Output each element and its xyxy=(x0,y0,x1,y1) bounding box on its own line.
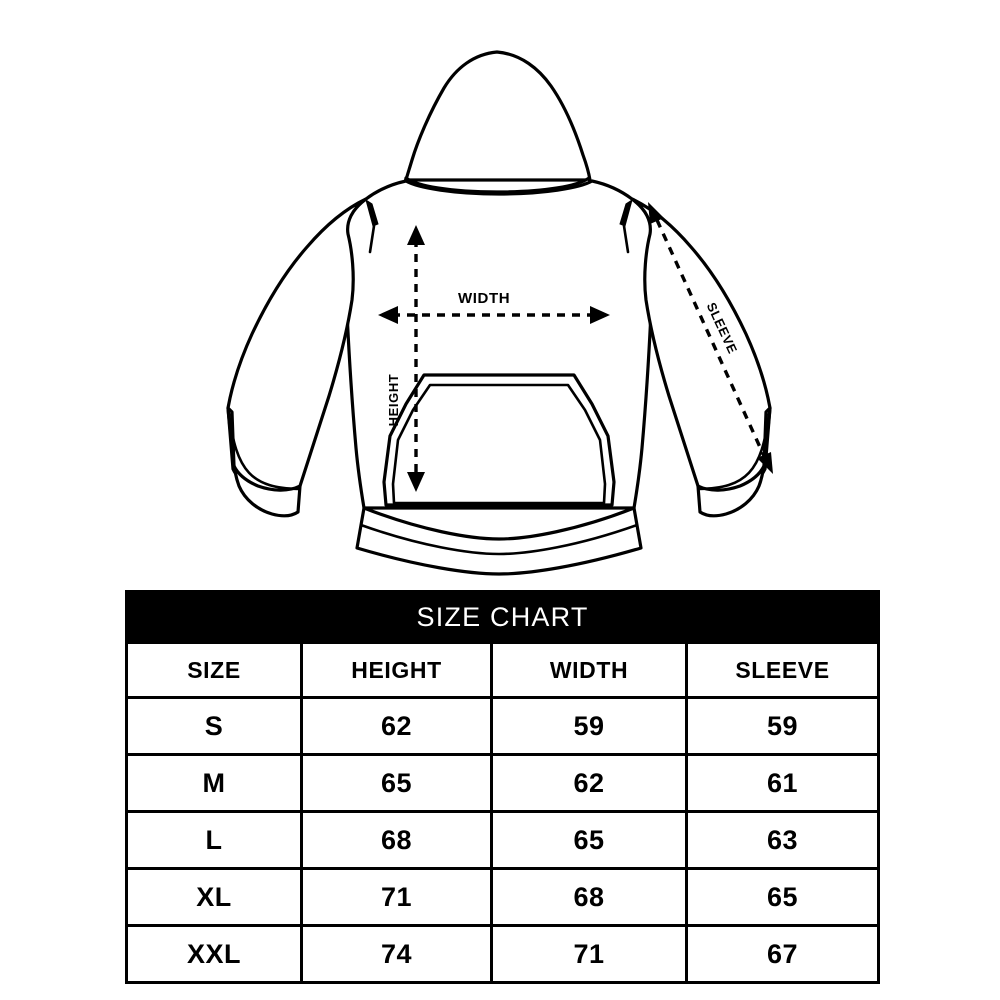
size-chart-header-row: SIZE HEIGHT WIDTH SLEEVE xyxy=(125,641,881,699)
table-row: XL 71 68 65 xyxy=(125,867,881,927)
cell-height: 62 xyxy=(300,696,493,756)
shoulder-seam-right xyxy=(619,198,633,227)
cell-size: XL xyxy=(125,867,303,927)
bottom-hem-band xyxy=(355,506,643,576)
table-row: M 65 62 61 xyxy=(125,753,881,813)
cell-width: 71 xyxy=(490,924,688,984)
column-header-width: WIDTH xyxy=(490,641,688,699)
size-chart-container: SIZE CHART SIZE HEIGHT WIDTH SLEEVE S 62… xyxy=(124,590,881,984)
hood-outer-shape xyxy=(404,50,592,182)
cell-width: 68 xyxy=(490,867,688,927)
pocket-outer xyxy=(382,373,616,507)
size-chart-title: SIZE CHART xyxy=(124,590,881,644)
hem-group xyxy=(355,506,643,576)
cell-sleeve: 61 xyxy=(684,753,881,813)
sleeve-arrow-bottom xyxy=(757,452,773,474)
cell-width: 59 xyxy=(490,696,688,756)
cuff-left xyxy=(226,406,302,518)
hoodie-illustration: WIDTH HEIGHT SLEEVE xyxy=(226,50,773,576)
cell-height: 74 xyxy=(300,924,493,984)
cell-width: 65 xyxy=(490,810,688,870)
shoulder-seam-left xyxy=(365,198,379,227)
measurement-height: HEIGHT xyxy=(386,225,425,492)
height-label: HEIGHT xyxy=(386,374,401,427)
shoulder-crease-right xyxy=(622,224,630,254)
cell-size: XXL xyxy=(125,924,303,984)
sleeve-arrow-top xyxy=(648,202,664,224)
width-label: WIDTH xyxy=(458,290,510,307)
cell-height: 65 xyxy=(300,753,493,813)
size-chart-table: SIZE CHART SIZE HEIGHT WIDTH SLEEVE S 62… xyxy=(124,590,881,984)
column-header-height: HEIGHT xyxy=(300,641,493,699)
cuff-right-seam xyxy=(697,411,771,491)
column-header-sleeve: SLEEVE xyxy=(684,641,881,699)
width-arrow-left xyxy=(378,306,398,324)
table-row: XXL 74 71 67 xyxy=(125,924,881,984)
column-header-size: SIZE xyxy=(125,641,303,699)
pocket-inner-stitch xyxy=(391,383,607,505)
cell-size: M xyxy=(125,753,303,813)
cell-height: 68 xyxy=(300,810,493,870)
cell-sleeve: 65 xyxy=(684,867,881,927)
height-arrow-top xyxy=(407,225,425,245)
cell-sleeve: 67 xyxy=(684,924,881,984)
height-arrow-bottom xyxy=(407,472,425,492)
cell-size: L xyxy=(125,810,303,870)
measurement-width: WIDTH xyxy=(378,290,610,324)
table-row: L 68 65 63 xyxy=(125,810,881,870)
sleeve-group xyxy=(226,197,772,518)
cell-size: S xyxy=(125,696,303,756)
sleeve-left xyxy=(226,197,368,495)
shoulder-crease-left xyxy=(368,224,376,254)
cell-height: 71 xyxy=(300,867,493,927)
sleeve-dashed-line xyxy=(655,219,766,457)
cell-width: 62 xyxy=(490,753,688,813)
width-arrow-right xyxy=(590,306,610,324)
table-row: S 62 59 59 xyxy=(125,696,881,756)
bottom-hem-seam xyxy=(359,523,639,556)
pocket-group xyxy=(382,373,616,507)
cell-sleeve: 59 xyxy=(684,696,881,756)
cell-sleeve: 63 xyxy=(684,810,881,870)
sleeve-right xyxy=(630,197,772,495)
size-chart-title-row: SIZE CHART xyxy=(124,590,881,644)
cuff-left-seam xyxy=(227,411,301,491)
